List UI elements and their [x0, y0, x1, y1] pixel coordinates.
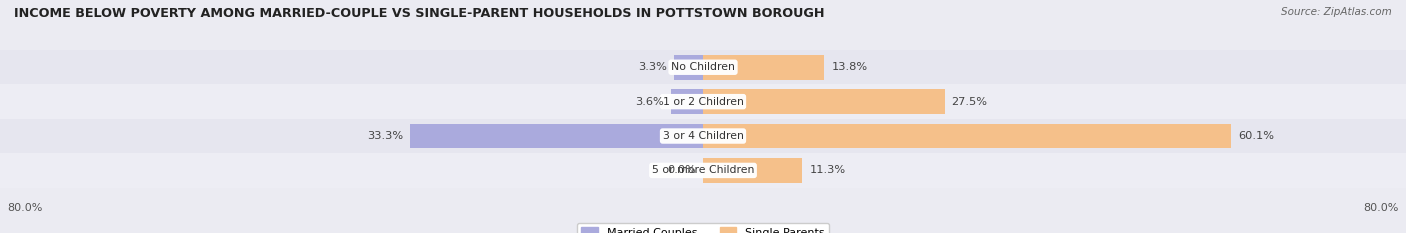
- Text: 80.0%: 80.0%: [7, 203, 42, 213]
- Text: 13.8%: 13.8%: [831, 62, 868, 72]
- Bar: [703, 124, 1232, 148]
- Text: 80.0%: 80.0%: [1364, 203, 1399, 213]
- Text: 11.3%: 11.3%: [810, 165, 845, 175]
- Text: 3.6%: 3.6%: [636, 97, 665, 107]
- Text: Source: ZipAtlas.com: Source: ZipAtlas.com: [1281, 7, 1392, 17]
- Text: 5 or more Children: 5 or more Children: [652, 165, 754, 175]
- Bar: [703, 55, 824, 80]
- Bar: [0, 50, 1406, 84]
- Bar: [673, 55, 703, 80]
- Text: 3.3%: 3.3%: [638, 62, 666, 72]
- Text: 33.3%: 33.3%: [367, 131, 404, 141]
- Bar: [703, 89, 945, 114]
- Legend: Married Couples, Single Parents: Married Couples, Single Parents: [576, 223, 830, 233]
- Bar: [0, 153, 1406, 188]
- Bar: [0, 84, 1406, 119]
- Bar: [0, 119, 1406, 153]
- Text: 27.5%: 27.5%: [952, 97, 987, 107]
- Text: 0.0%: 0.0%: [666, 165, 696, 175]
- Text: INCOME BELOW POVERTY AMONG MARRIED-COUPLE VS SINGLE-PARENT HOUSEHOLDS IN POTTSTO: INCOME BELOW POVERTY AMONG MARRIED-COUPL…: [14, 7, 824, 20]
- Text: 1 or 2 Children: 1 or 2 Children: [662, 97, 744, 107]
- Text: No Children: No Children: [671, 62, 735, 72]
- Bar: [703, 158, 803, 183]
- Bar: [672, 89, 703, 114]
- Text: 60.1%: 60.1%: [1239, 131, 1274, 141]
- Bar: [411, 124, 703, 148]
- Text: 3 or 4 Children: 3 or 4 Children: [662, 131, 744, 141]
